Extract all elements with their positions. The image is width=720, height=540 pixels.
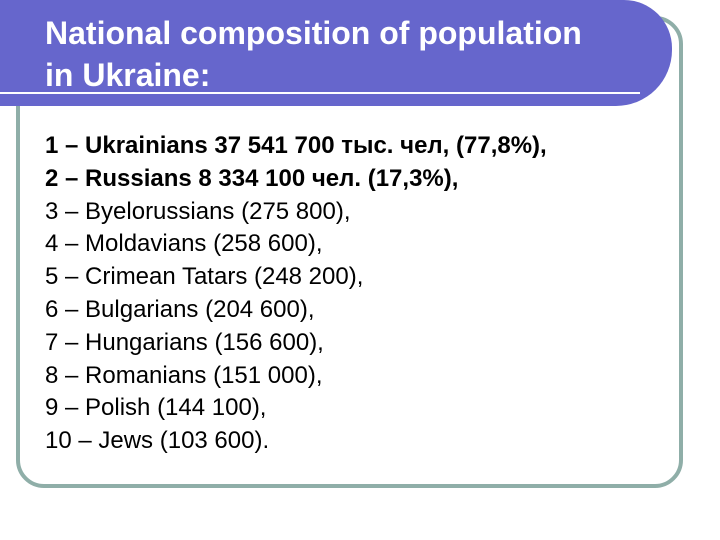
- list-item: 3 – Byelorussians (275 800),: [45, 197, 351, 225]
- title-band: [0, 0, 672, 106]
- slide-title-line-1: National composition of population: [45, 15, 582, 51]
- list-item: 7 – Hungarians (156 600),: [45, 328, 324, 356]
- nationality-list: 1 – Ukrainians 37 541 700 тыс. чел, (77,…: [45, 130, 547, 458]
- list-item: 6 – Bulgarians (204 600),: [45, 295, 315, 323]
- title-underline: [0, 92, 640, 94]
- list-item: 8 – Romanians (151 000),: [45, 361, 323, 389]
- list-item: 9 – Polish (144 100),: [45, 394, 267, 422]
- list-item: 10 – Jews (103 600).: [45, 427, 270, 455]
- list-item: 1 – Ukrainians 37 541 700 тыс. чел, (77,…: [45, 132, 547, 159]
- slide-title: National composition of population in Uk…: [45, 12, 582, 96]
- list-item: 5 – Crimean Tatars (248 200),: [45, 263, 364, 291]
- list-item: 2 – Russians 8 334 100 чел. (17,3%),: [45, 164, 459, 192]
- slide-title-line-2: in Ukraine:: [45, 57, 211, 93]
- list-item: 4 – Moldavians (258 600),: [45, 230, 323, 258]
